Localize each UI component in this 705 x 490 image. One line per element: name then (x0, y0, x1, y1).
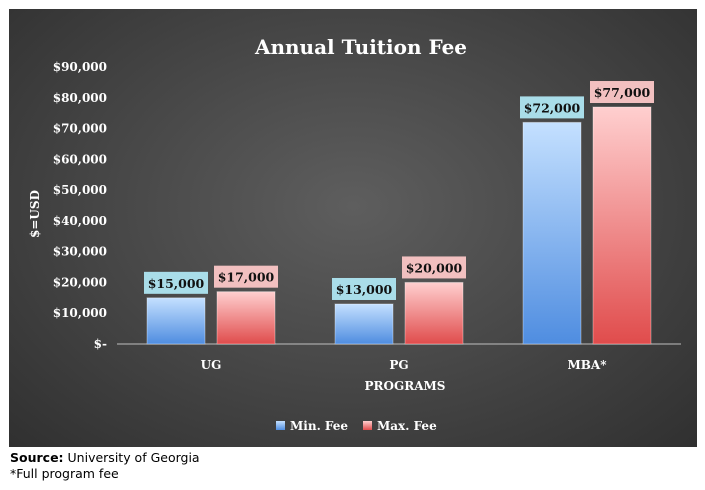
data-label-box (214, 265, 278, 288)
data-label-box (520, 96, 584, 119)
bar-chart: Annual Tuition Fee $=USD PROGRAMS $- $10,… (28, 35, 681, 433)
data-label: $17,000 (218, 270, 275, 285)
max-fee-bar-1 (404, 281, 464, 345)
y-tick-label: $20,000 (53, 275, 107, 289)
legend-min-fee-swatch (276, 421, 285, 430)
legend-min-fee-label: Min. Fee (290, 419, 348, 433)
x-tick-label: MBA* (567, 358, 607, 372)
source-text: University of Georgia (67, 450, 200, 465)
x-tick-label: PG (389, 358, 408, 372)
max-fee-bar-2 (592, 106, 652, 345)
min-fee-bar-1 (334, 303, 394, 345)
data-label-box (402, 256, 466, 279)
data-label: $72,000 (524, 100, 581, 115)
min-fee-bar-0 (146, 297, 206, 345)
max-fee-bar-0 (216, 291, 276, 345)
x-axis-title: PROGRAMS (365, 379, 446, 393)
x-tick-label: UG (201, 358, 222, 372)
legend-max-fee-label: Max. Fee (377, 419, 437, 433)
y-tick-label: $- (94, 337, 107, 351)
y-tick-label: $70,000 (53, 122, 107, 136)
y-tick-label: $40,000 (53, 214, 107, 228)
y-tick-label: $10,000 (53, 306, 107, 320)
data-label-box (144, 271, 208, 294)
y-tick-label: $30,000 (53, 245, 107, 259)
legend-max-fee-swatch (363, 421, 372, 430)
data-label: $15,000 (148, 276, 205, 291)
y-tick-label: $60,000 (53, 152, 107, 166)
data-label: $13,000 (336, 282, 393, 297)
footnote: *Full program fee (10, 466, 119, 481)
source-label: Source: (10, 450, 64, 465)
data-label: $77,000 (594, 85, 651, 100)
source-line: Source: University of Georgia (10, 450, 200, 465)
y-tick-label: $50,000 (53, 183, 107, 197)
data-label-box (332, 277, 396, 300)
y-tick-label: $80,000 (53, 91, 107, 105)
y-tick-label: $90,000 (53, 60, 107, 74)
y-axis-title: $=USD (28, 190, 42, 238)
min-fee-bar-2 (522, 121, 582, 345)
chart-panel: Annual Tuition Fee $=USD PROGRAMS $- $10,… (9, 9, 697, 447)
data-label: $20,000 (406, 260, 463, 275)
data-label-box (590, 81, 654, 104)
chart-title: Annual Tuition Fee (254, 35, 467, 59)
